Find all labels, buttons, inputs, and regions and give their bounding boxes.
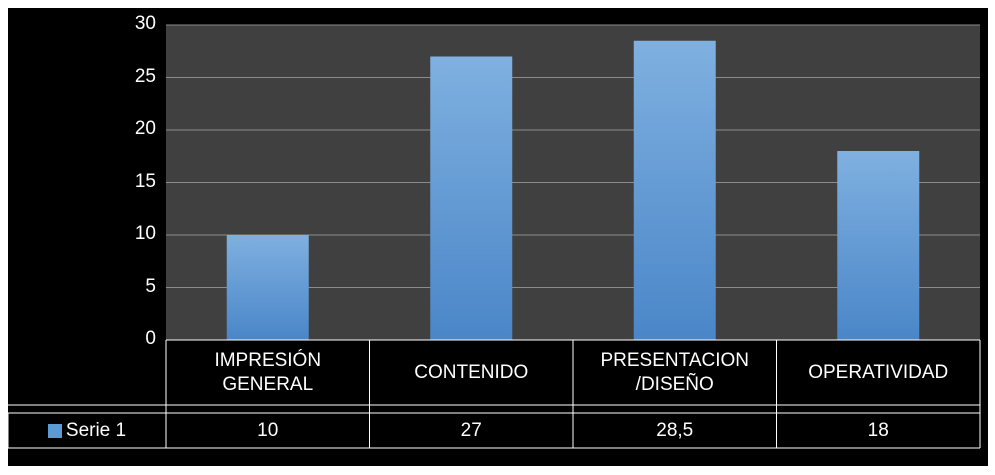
category-label: OPERATIVIDAD <box>808 361 949 383</box>
data-table-value: 27 <box>460 419 482 441</box>
category-label: CONTENIDO <box>414 361 529 383</box>
y-tick-label: 20 <box>134 118 156 139</box>
chart-frame: 0 5 10 15 20 25 30 IMPRESIÓN GENERAL CONTENIDO PRE… <box>8 8 988 466</box>
bar <box>226 235 309 340</box>
bar <box>430 56 513 340</box>
data-table-value: 18 <box>867 419 889 441</box>
legend-swatch <box>47 423 62 438</box>
category-label: PRESENTACION/DISEÑO <box>600 349 749 395</box>
y-tick-label: 15 <box>134 170 156 192</box>
category-label: IMPRESIÓN GENERAL <box>214 349 322 395</box>
chart-svg <box>8 24 981 449</box>
y-tick-label: 30 <box>134 13 156 34</box>
legend-entry: Serie 1 <box>8 413 166 448</box>
bar <box>633 40 716 340</box>
legend-label: Serie 1 <box>65 419 127 441</box>
data-table-value: 10 <box>257 419 279 441</box>
y-tick-label: 0 <box>145 328 156 349</box>
y-tick-label: 25 <box>134 65 156 87</box>
bar <box>837 151 920 340</box>
data-table-value: 28,5 <box>656 419 694 441</box>
y-tick-label: 10 <box>134 223 156 244</box>
y-tick-label: 5 <box>145 275 156 297</box>
